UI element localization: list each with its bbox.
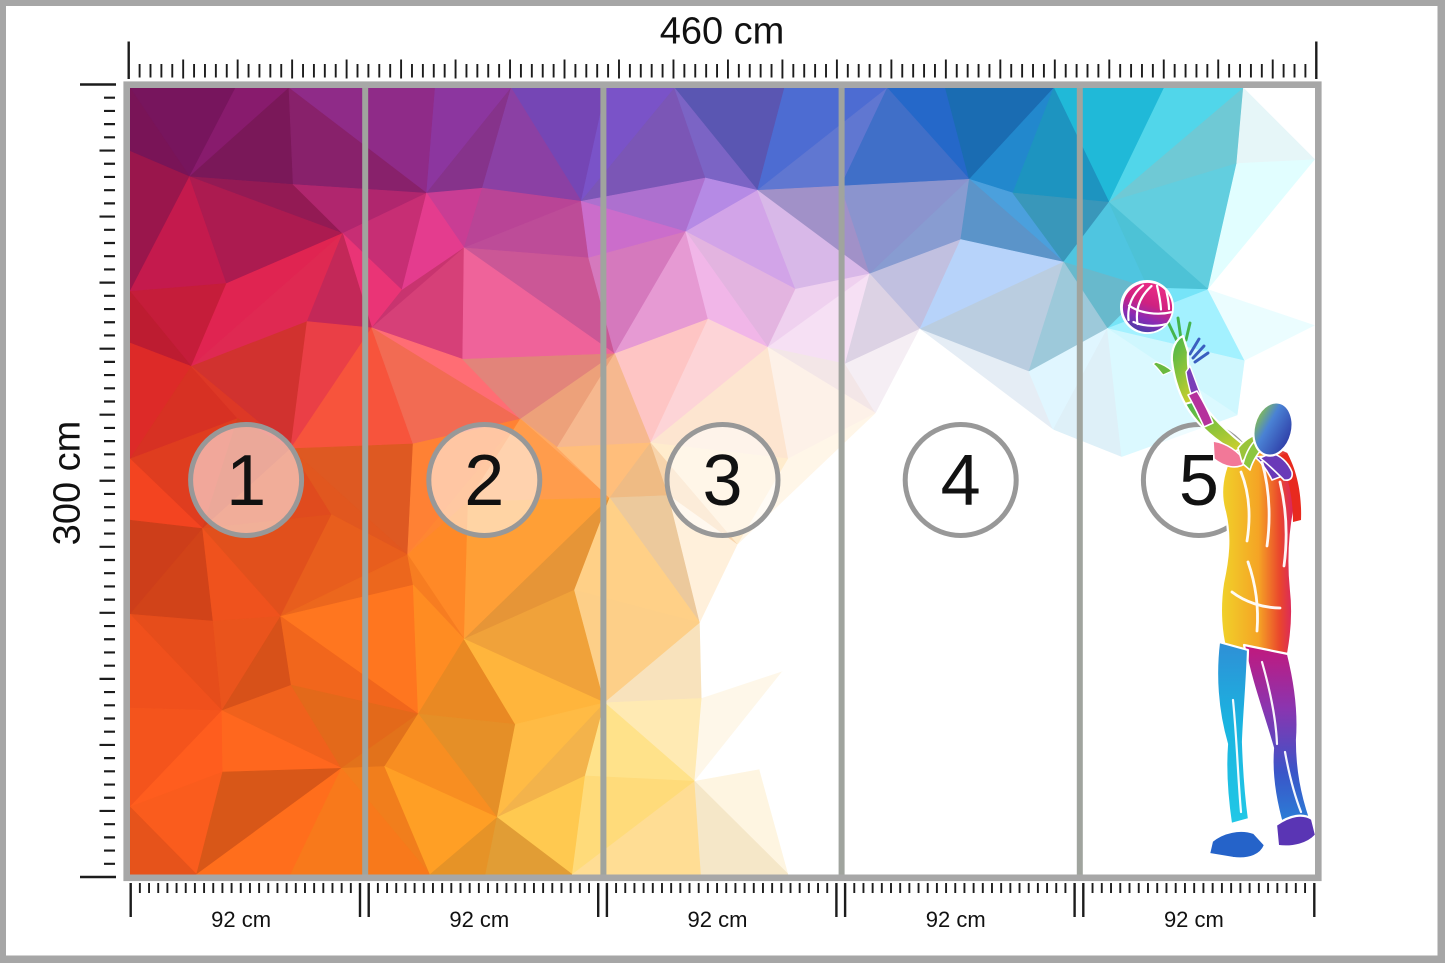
svg-text:92 cm: 92 cm [211, 907, 271, 932]
svg-text:92 cm: 92 cm [688, 907, 748, 932]
svg-text:1: 1 [226, 441, 266, 521]
svg-text:92 cm: 92 cm [449, 907, 509, 932]
svg-text:4: 4 [941, 441, 981, 521]
svg-text:2: 2 [464, 441, 504, 521]
svg-text:92 cm: 92 cm [926, 907, 986, 932]
svg-text:92 cm: 92 cm [1164, 907, 1224, 932]
svg-text:3: 3 [702, 441, 742, 521]
svg-text:300 cm: 300 cm [47, 421, 89, 546]
svg-text:460 cm: 460 cm [660, 11, 785, 53]
svg-text:5: 5 [1179, 441, 1219, 521]
